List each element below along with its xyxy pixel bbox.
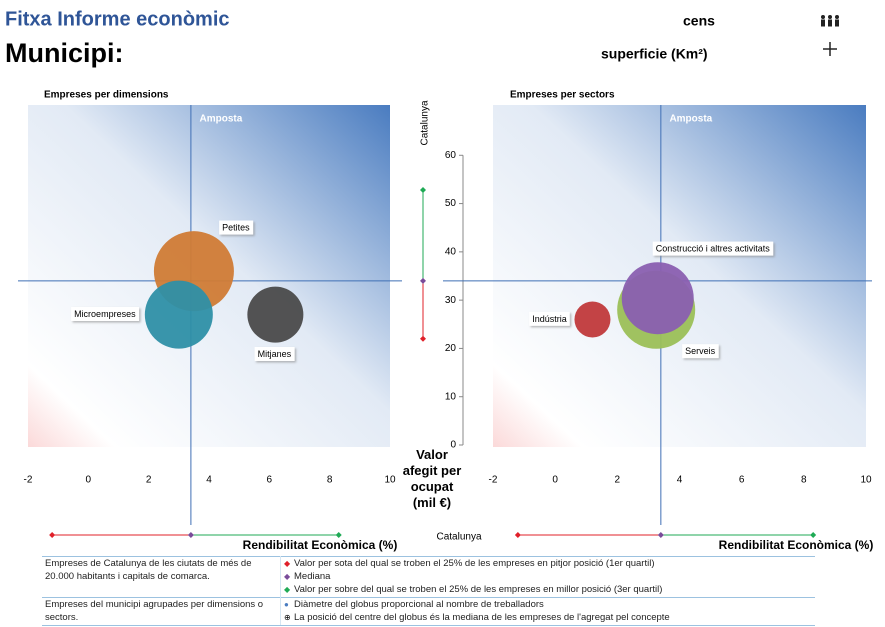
chart-title: Empreses per dimensions	[44, 90, 169, 101]
x-tick-label: 0	[552, 475, 558, 486]
label-box	[652, 241, 774, 256]
table-row-border	[42, 625, 815, 626]
people-icon	[821, 15, 839, 27]
y-tick-label: 50	[445, 198, 457, 209]
benchmark-label: Catalunya	[436, 532, 481, 543]
bubble-label: Petites	[219, 220, 254, 235]
x-tick-label: 6	[267, 475, 273, 486]
y-tick-label: 30	[445, 295, 457, 306]
y-tick-label: 20	[445, 343, 457, 354]
x-tick-label: 6	[739, 475, 745, 486]
bubble	[247, 286, 304, 343]
municipality-label: Municipi:	[5, 38, 123, 68]
page-title: Fitxa Informe econòmic	[5, 8, 230, 30]
table-col-border	[280, 556, 282, 625]
plot-annotation: Amposta	[669, 114, 712, 125]
label-box	[254, 347, 295, 362]
table-row-border	[42, 597, 815, 625]
row-description: Empreses del municipi agrupades per dime…	[45, 599, 264, 623]
bubble	[144, 280, 213, 349]
legend-symbol: ◆	[284, 585, 291, 594]
x-tick-label: 2	[615, 475, 621, 486]
bubble-label: Mitjanes	[254, 347, 295, 362]
label-box	[529, 311, 570, 326]
bubble-label: Microempreses	[71, 307, 140, 322]
x-tick-label: -2	[489, 475, 498, 486]
plot-annotation: Amposta	[200, 114, 243, 125]
legend-item: Diàmetre del globus proporcional al nomb…	[294, 599, 544, 610]
quartile-marker	[335, 532, 342, 538]
bubble-label-text: Serveis	[685, 346, 716, 356]
table-row-border	[42, 556, 815, 597]
compass-icon	[823, 42, 837, 56]
y-axis-title: Valor afegit per ocupat (mil €)	[402, 447, 462, 510]
bubble	[574, 301, 611, 338]
row-description: Empreses de Catalunya de les ciutats de …	[45, 558, 252, 582]
label-box	[219, 220, 254, 235]
bubble-label: Indústria	[529, 311, 570, 326]
bubble	[621, 262, 694, 335]
census-label: cens	[683, 13, 715, 29]
legend-item: Valor per sobre del qual se troben el 25…	[294, 584, 663, 595]
x-tick-label: 8	[327, 475, 333, 486]
bubble-label-text: Indústria	[532, 314, 567, 324]
x-tick-label: 2	[146, 475, 152, 486]
label-box	[71, 307, 140, 322]
label-box	[682, 344, 719, 359]
x-tick-label: 4	[677, 475, 683, 486]
chart-title: Empreses per sectors	[510, 90, 615, 101]
y-tick-label: 60	[445, 150, 457, 161]
y-tick-label: 40	[445, 246, 457, 257]
x-axis-title: Rendibilitat Econòmica (%)	[243, 538, 398, 552]
quartile-marker	[657, 532, 664, 538]
x-tick-label: 10	[384, 475, 396, 486]
quartile-marker	[810, 532, 817, 538]
x-tick-label: 0	[86, 475, 92, 486]
area-label: superficie (Km²)	[601, 46, 708, 62]
legend-symbol: ●	[284, 600, 289, 609]
bubble-label-text: Mitjanes	[258, 349, 292, 359]
legend-item: La posició del centre del globus és la m…	[294, 612, 670, 623]
bubble-label-text: Petites	[222, 223, 250, 233]
quartile-marker	[420, 277, 426, 284]
x-tick-label: -2	[24, 475, 33, 486]
bubble-label-text: Microempreses	[74, 309, 136, 319]
quartile-marker	[187, 532, 194, 538]
y-tick-label: 10	[445, 391, 457, 402]
legend-symbol: ⊕	[284, 613, 291, 622]
legend-table: Empreses de Catalunya de les ciutats de …	[42, 556, 815, 626]
bubble-label-text: Construcció i altres activitats	[656, 244, 771, 254]
y-tick-label: 0	[450, 440, 456, 451]
quartile-marker	[514, 532, 521, 538]
quartile-marker	[420, 187, 426, 194]
quartile-marker	[49, 532, 56, 538]
x-tick-label: 8	[801, 475, 807, 486]
benchmark-label: Catalunya	[420, 100, 431, 145]
x-axis-title: Rendibilitat Econòmica (%)	[719, 538, 874, 552]
legend-symbol: ◆	[284, 559, 291, 568]
legend-item: Mediana	[294, 571, 331, 582]
bubble-label: Construcció i altres activitats	[652, 241, 774, 256]
legend-item: Valor per sota del qual se troben el 25%…	[294, 558, 655, 569]
quartile-marker	[420, 335, 426, 342]
x-tick-label: 10	[860, 475, 872, 486]
x-tick-label: 4	[206, 475, 212, 486]
bubble-label: Serveis	[682, 344, 719, 359]
legend-symbol: ◆	[284, 572, 291, 581]
